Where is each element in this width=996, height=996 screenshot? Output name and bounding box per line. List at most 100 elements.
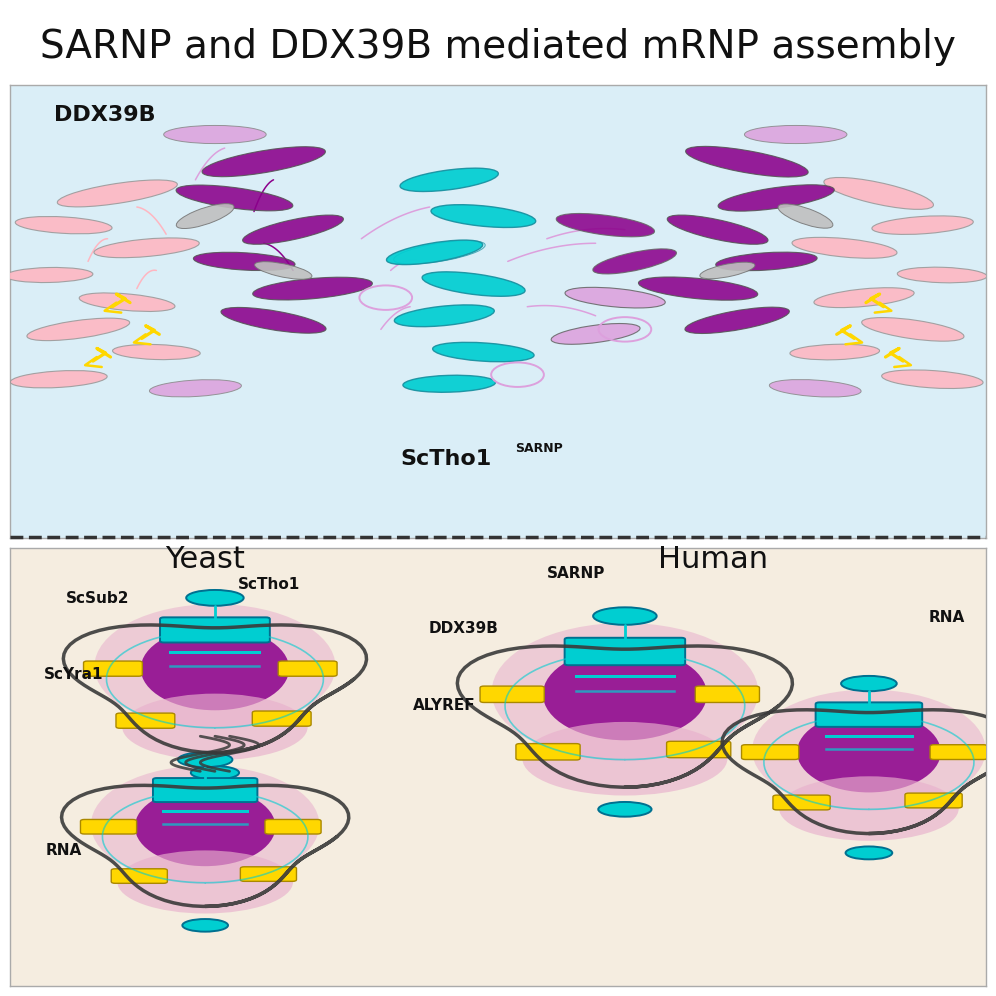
Ellipse shape [221,308,326,334]
Ellipse shape [394,305,494,327]
Ellipse shape [824,177,933,209]
Ellipse shape [797,712,941,793]
Ellipse shape [123,693,308,760]
Ellipse shape [243,215,344,244]
Ellipse shape [685,307,790,334]
Ellipse shape [685,146,808,177]
Ellipse shape [5,268,93,283]
Ellipse shape [422,272,525,296]
Ellipse shape [393,241,485,264]
Ellipse shape [15,216,112,234]
Ellipse shape [872,216,973,234]
FancyBboxPatch shape [265,820,321,834]
Ellipse shape [80,293,175,312]
FancyBboxPatch shape [816,702,922,727]
Ellipse shape [202,146,326,176]
FancyBboxPatch shape [116,713,174,728]
Ellipse shape [10,371,108,387]
Ellipse shape [543,648,707,740]
FancyBboxPatch shape [742,745,799,760]
Text: ScSub2: ScSub2 [66,591,129,606]
Ellipse shape [176,185,293,211]
Text: SARNP: SARNP [516,442,564,455]
FancyBboxPatch shape [516,744,580,760]
Ellipse shape [432,343,534,362]
Text: RNA: RNA [929,611,965,625]
Ellipse shape [178,752,232,767]
FancyBboxPatch shape [252,711,311,726]
Ellipse shape [176,203,234,228]
Text: ScYra1: ScYra1 [44,667,104,682]
Ellipse shape [897,267,987,283]
Ellipse shape [182,919,228,931]
Ellipse shape [700,262,755,279]
Ellipse shape [744,125,847,143]
Ellipse shape [779,776,959,841]
Text: RNA: RNA [46,843,82,858]
Ellipse shape [593,249,676,274]
Ellipse shape [186,590,244,606]
FancyBboxPatch shape [480,686,544,702]
Ellipse shape [94,238,199,258]
Ellipse shape [386,240,483,265]
Ellipse shape [431,205,536,227]
Ellipse shape [191,766,239,780]
FancyBboxPatch shape [278,661,337,676]
Ellipse shape [149,379,241,397]
Ellipse shape [841,676,896,691]
Ellipse shape [140,627,289,710]
Text: Human: Human [657,545,768,574]
Ellipse shape [193,252,295,271]
FancyBboxPatch shape [160,618,270,642]
Ellipse shape [814,288,914,308]
Ellipse shape [58,180,177,207]
Text: DDX39B: DDX39B [429,622,499,636]
Ellipse shape [118,851,293,913]
Ellipse shape [27,318,129,341]
Ellipse shape [163,125,266,143]
Ellipse shape [881,370,983,388]
FancyBboxPatch shape [695,686,760,702]
Ellipse shape [134,787,276,867]
Ellipse shape [522,722,727,796]
Text: ScTho1: ScTho1 [237,578,300,593]
FancyBboxPatch shape [773,795,830,810]
Ellipse shape [846,847,892,860]
Ellipse shape [638,277,758,300]
Ellipse shape [752,689,986,811]
FancyBboxPatch shape [565,637,685,665]
Ellipse shape [792,237,897,258]
Ellipse shape [778,204,833,228]
FancyBboxPatch shape [240,867,297,881]
FancyBboxPatch shape [666,741,731,758]
Ellipse shape [718,185,835,211]
Ellipse shape [95,605,336,729]
Ellipse shape [667,215,768,244]
Text: Yeast: Yeast [165,545,245,574]
Ellipse shape [113,345,200,360]
Ellipse shape [716,252,817,271]
Ellipse shape [556,213,654,237]
FancyBboxPatch shape [84,661,142,676]
Ellipse shape [253,277,373,300]
Ellipse shape [594,608,656,624]
Ellipse shape [862,318,964,342]
Ellipse shape [790,345,879,360]
Ellipse shape [599,802,651,817]
Ellipse shape [400,168,498,191]
FancyBboxPatch shape [153,778,257,802]
Ellipse shape [403,375,495,392]
Text: SARNP and DDX39B mediated mRNP assembly: SARNP and DDX39B mediated mRNP assembly [40,28,956,67]
Ellipse shape [565,287,665,308]
Ellipse shape [492,622,758,761]
FancyBboxPatch shape [112,869,167,883]
Text: SARNP: SARNP [547,567,606,582]
Text: DDX39B: DDX39B [54,105,155,124]
Ellipse shape [255,262,312,279]
Text: ScTho1: ScTho1 [400,449,492,469]
FancyBboxPatch shape [905,793,962,808]
Ellipse shape [769,379,862,397]
FancyBboxPatch shape [81,820,136,834]
Text: ALYREF: ALYREF [413,698,476,713]
Ellipse shape [91,766,320,883]
